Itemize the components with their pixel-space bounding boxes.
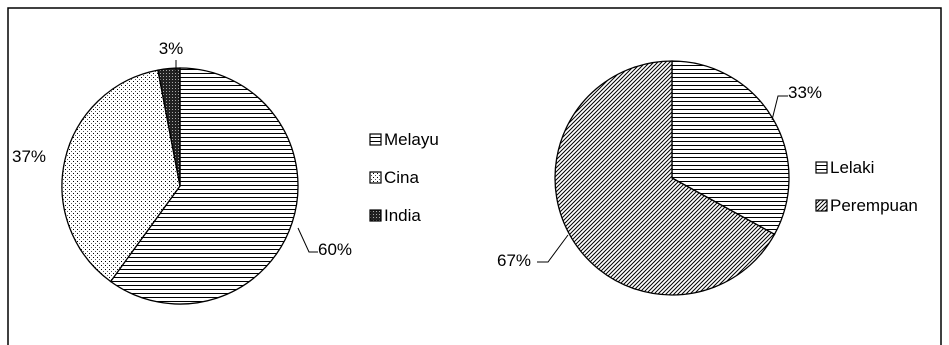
data-label-melayu: 60% (318, 240, 352, 259)
legend-swatch-melayu (369, 133, 382, 146)
pie-slice-melayu (109, 67, 299, 305)
legend-label-lelaki: Lelaki (830, 158, 874, 177)
leader-line-lelaki (771, 95, 788, 121)
pie-chart-gender: 33% 67% Lelaki Perempuan (497, 60, 918, 296)
legend-swatch-india (369, 209, 382, 222)
legend-swatch-perempuan (815, 199, 828, 212)
legend-label-cina: Cina (384, 168, 420, 187)
pie-chart-ethnicity: 60% 37% 3% Melayu Cina India (12, 39, 439, 305)
data-label-india: 3% (159, 39, 184, 58)
data-label-lelaki: 33% (788, 83, 822, 102)
leader-line-melayu (297, 227, 318, 253)
legend-swatch-cina (369, 171, 382, 184)
data-label-perempuan: 67% (497, 251, 531, 270)
chart-border (7, 7, 942, 345)
leader-line-perempuan (537, 234, 569, 263)
pie-slice-cina (61, 69, 181, 283)
pie-slice-india (157, 67, 181, 187)
data-label-cina: 37% (12, 147, 46, 166)
legend-label-melayu: Melayu (384, 130, 439, 149)
legend-label-perempuan: Perempuan (830, 196, 918, 215)
pie-slice-perempuan (554, 60, 776, 296)
legend-swatch-lelaki (815, 161, 828, 174)
legend-label-india: India (384, 206, 421, 225)
